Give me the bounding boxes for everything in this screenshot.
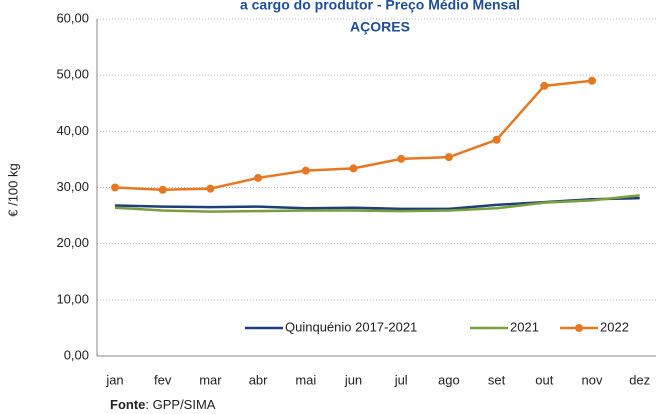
point: [540, 81, 549, 90]
point: [588, 76, 596, 85]
point: [444, 153, 453, 162]
x-tick-label: dez: [629, 372, 650, 387]
y-axis-label: € /100 kg: [5, 163, 20, 217]
point: [206, 184, 215, 193]
legend-item: 2021: [470, 319, 539, 334]
chart-title: a cargo do produtor - Preço Médio Mensal: [240, 0, 520, 13]
legend-label: 2021: [510, 319, 539, 334]
series-line: [114, 196, 640, 211]
y-tick-label: 30,00: [56, 179, 89, 194]
y-tick-label: 50,00: [56, 67, 89, 82]
legend-item: 2022: [560, 319, 629, 334]
point: [301, 166, 310, 175]
chart-subtitle: AÇORES: [350, 19, 410, 35]
x-tick-label: out: [535, 372, 553, 387]
x-tick-label: jun: [344, 372, 362, 387]
x-tick-label: fev: [154, 372, 172, 387]
x-tick-label: jul: [394, 372, 408, 387]
legend-item: Quinquénio 2017-2021: [245, 319, 417, 334]
series-line: [114, 194, 640, 213]
legend-marker: [575, 324, 583, 332]
x-tick-label: abr: [249, 372, 268, 387]
source-text: : GPP/SIMA: [145, 397, 215, 412]
point: [492, 135, 501, 144]
y-tick-label: 20,00: [56, 235, 89, 250]
source-label: Fonte: [110, 397, 145, 412]
series-line: [114, 79, 593, 191]
x-tick-label: ago: [438, 372, 460, 387]
source: Fonte: GPP/SIMA: [110, 397, 216, 412]
x-tick-label: mar: [199, 372, 222, 387]
y-tick-label: 0,00: [64, 347, 89, 362]
x-tick-label: mai: [295, 372, 316, 387]
legend-label: 2022: [600, 319, 629, 334]
point: [111, 183, 119, 192]
point: [158, 185, 167, 194]
y-tick-label: 40,00: [56, 123, 89, 138]
legend-label: Quinquénio 2017-2021: [285, 319, 417, 334]
y-tick-label: 10,00: [56, 291, 89, 306]
x-tick-label: jan: [105, 372, 123, 387]
point: [397, 154, 406, 163]
x-tick-label: nov: [582, 372, 603, 387]
point: [254, 173, 263, 182]
point: [349, 164, 358, 173]
y-tick-label: 60,00: [56, 10, 89, 25]
x-tick-label: set: [488, 372, 506, 387]
